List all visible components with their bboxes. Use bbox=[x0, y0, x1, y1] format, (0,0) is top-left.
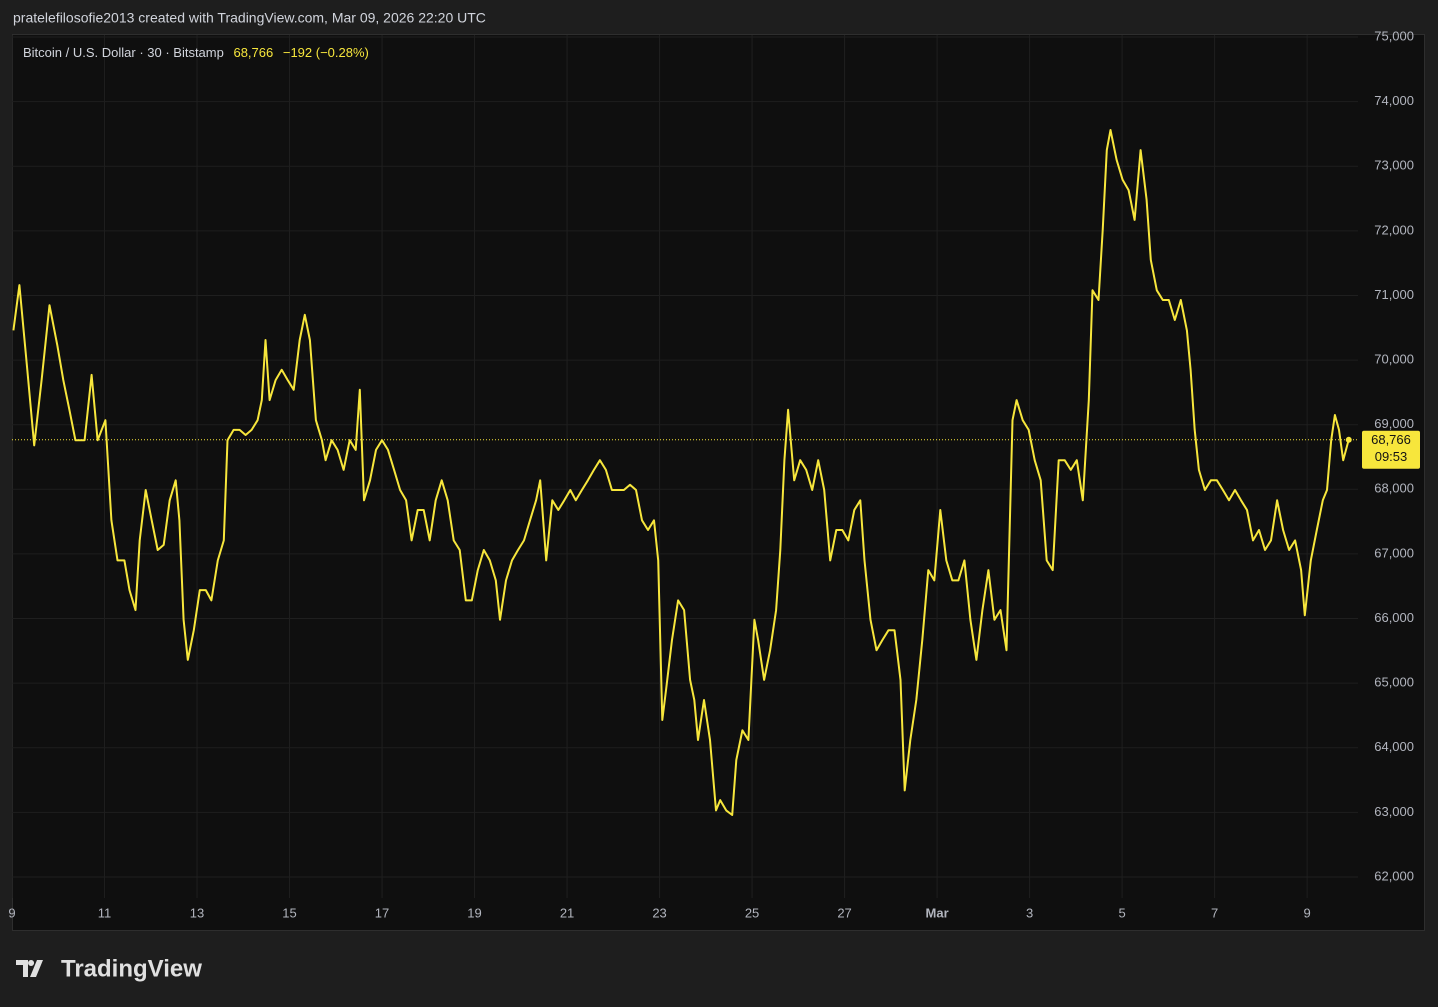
x-tick-label: 15 bbox=[282, 905, 296, 920]
y-tick-label: 73,000 bbox=[1374, 158, 1414, 173]
y-tick-label: 72,000 bbox=[1374, 222, 1414, 237]
x-tick-label: 7 bbox=[1211, 905, 1218, 920]
x-tick-label: 17 bbox=[375, 905, 389, 920]
legend-price: 68,766 bbox=[233, 45, 273, 60]
y-tick-label: 68,000 bbox=[1374, 481, 1414, 496]
x-tick-label: 5 bbox=[1118, 905, 1125, 920]
last-point bbox=[1345, 436, 1352, 443]
countdown: 09:53 bbox=[1375, 449, 1408, 464]
x-tick-label: 27 bbox=[837, 905, 851, 920]
y-tick-label: 74,000 bbox=[1374, 93, 1414, 108]
x-tick-label: 9 bbox=[8, 905, 15, 920]
logo: TradingView bbox=[16, 955, 202, 982]
x-tick-label: 3 bbox=[1026, 905, 1033, 920]
last-price-label: 68,766 bbox=[1371, 432, 1411, 447]
legend: Bitcoin / U.S. Dollar · 30 · Bitstamp 68… bbox=[23, 45, 369, 60]
brand: TradingView bbox=[61, 955, 202, 982]
x-tick-label: 23 bbox=[652, 905, 666, 920]
x-tick-label: 11 bbox=[98, 905, 112, 920]
x-tick-label: 13 bbox=[190, 905, 204, 920]
grid bbox=[11, 35, 1358, 898]
panel bbox=[12, 34, 1425, 931]
y-tick-label: 65,000 bbox=[1374, 675, 1414, 690]
y-tick-label: 71,000 bbox=[1374, 287, 1414, 302]
y-tick-label: 75,000 bbox=[1374, 28, 1414, 43]
x-tick-label: Mar bbox=[926, 905, 949, 920]
legend-change: −192 (−0.28%) bbox=[283, 45, 369, 60]
axes: 62,000 63,000 64,000 65,000 66,000 67,000 68,0… bbox=[8, 28, 1420, 920]
y-tick-label: 69,000 bbox=[1374, 416, 1414, 431]
y-tick-label: 63,000 bbox=[1374, 804, 1414, 819]
x-tick-label: 25 bbox=[745, 905, 759, 920]
y-tick-label: 67,000 bbox=[1374, 545, 1414, 560]
last-price-box bbox=[1362, 430, 1420, 469]
plot bbox=[12, 129, 1358, 816]
y-tick-label: 70,000 bbox=[1374, 352, 1414, 367]
x-tick-label: 19 bbox=[467, 905, 481, 920]
legend-symbol: Bitcoin / U.S. Dollar · 30 · Bitstamp bbox=[23, 45, 224, 60]
x-tick-label: 9 bbox=[1304, 905, 1311, 920]
header: pratelefilosofie2013 created with Tradin… bbox=[13, 10, 486, 26]
y-tick-label: 66,000 bbox=[1374, 610, 1414, 625]
x-tick-label: 21 bbox=[560, 905, 574, 920]
y-tick-label: 64,000 bbox=[1374, 739, 1414, 754]
logo-icon bbox=[16, 960, 43, 977]
price-line bbox=[12, 129, 1350, 816]
y-tick-label: 62,000 bbox=[1374, 868, 1414, 883]
